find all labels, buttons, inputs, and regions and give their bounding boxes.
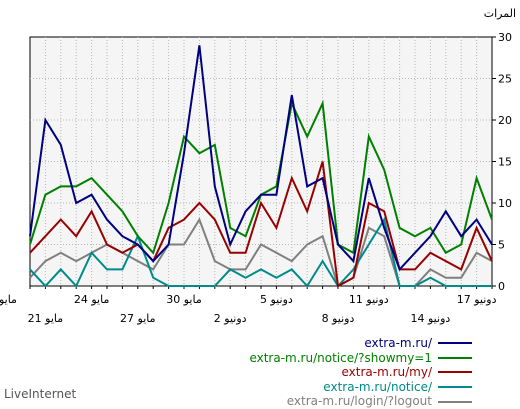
x-tick-label: 30 مايو: [166, 293, 202, 306]
legend-label: extra-m.ru/notice/: [323, 379, 432, 394]
y-tick-label: 10: [498, 197, 512, 210]
legend-swatch: [438, 356, 472, 359]
x-tick-label: 8 دونيو: [322, 312, 355, 325]
legend-swatch: [438, 342, 472, 345]
y-tick-label: 30: [498, 31, 512, 44]
y-tick-label: 5: [498, 239, 505, 252]
x-axis: 17 دونيو 11 دونيو 5 دونيو 30 مايو 24 مايو 18 …: [0, 286, 497, 325]
legend-label: extra-m.ru/: [364, 336, 432, 350]
legend-item: extra-m.ru/: [249, 336, 472, 351]
x-tick-label: 27 مايو: [120, 312, 156, 325]
x-tick-label: 2 دونيو: [214, 312, 247, 325]
x-tick-label: 5 دونيو: [260, 293, 293, 306]
legend-item: extra-m.ru/my/: [249, 365, 472, 380]
y-axis-label: المرات: [484, 7, 516, 20]
series-line: [29, 45, 493, 272]
legend-label: extra-m.ru/my/: [341, 365, 432, 380]
series-lines: [29, 45, 493, 288]
series-line: [29, 217, 492, 288]
legend-item: extra-m.ru/notice/: [249, 380, 472, 395]
x-tick-label: 21 مايو: [28, 312, 64, 325]
legend-label: extra-m.ru/notice/?showmy=1: [249, 350, 432, 365]
legend-swatch: [438, 400, 472, 403]
y-tick-label: 25: [498, 73, 512, 86]
legend: extra-m.ru/extra-m.ru/notice/?showmy=1 ex…: [249, 336, 472, 409]
legend-swatch: [438, 371, 472, 374]
y-tick-label: 0: [498, 280, 505, 293]
x-tick-label: 18 مايو: [0, 293, 17, 306]
y-tick-label: 15: [498, 156, 512, 169]
y-axis: 0 5 10 15 20 25 30: [492, 31, 512, 293]
x-tick-label: 17 دونيو: [457, 293, 497, 306]
line-chart: 0 5 10 15 20 25 30 17 دونيو 11 دونيو 5 دونيو 30 م…: [0, 7, 516, 325]
footer-brand: LiveInternet: [4, 387, 77, 401]
legend-item: extra-m.ru/notice/?showmy=1: [249, 351, 472, 366]
x-tick-label: 24 مايو: [74, 293, 110, 306]
y-tick-label: 20: [498, 114, 512, 127]
legend-item: extra-m.ru/login/?logout: [249, 394, 472, 409]
legend-swatch: [438, 386, 472, 389]
legend-label: extra-m.ru/login/?logout: [286, 394, 432, 409]
x-tick-label: 11 دونيو: [349, 293, 389, 306]
series-line: [29, 161, 493, 288]
x-tick-label: 14 دونيو: [411, 312, 451, 325]
